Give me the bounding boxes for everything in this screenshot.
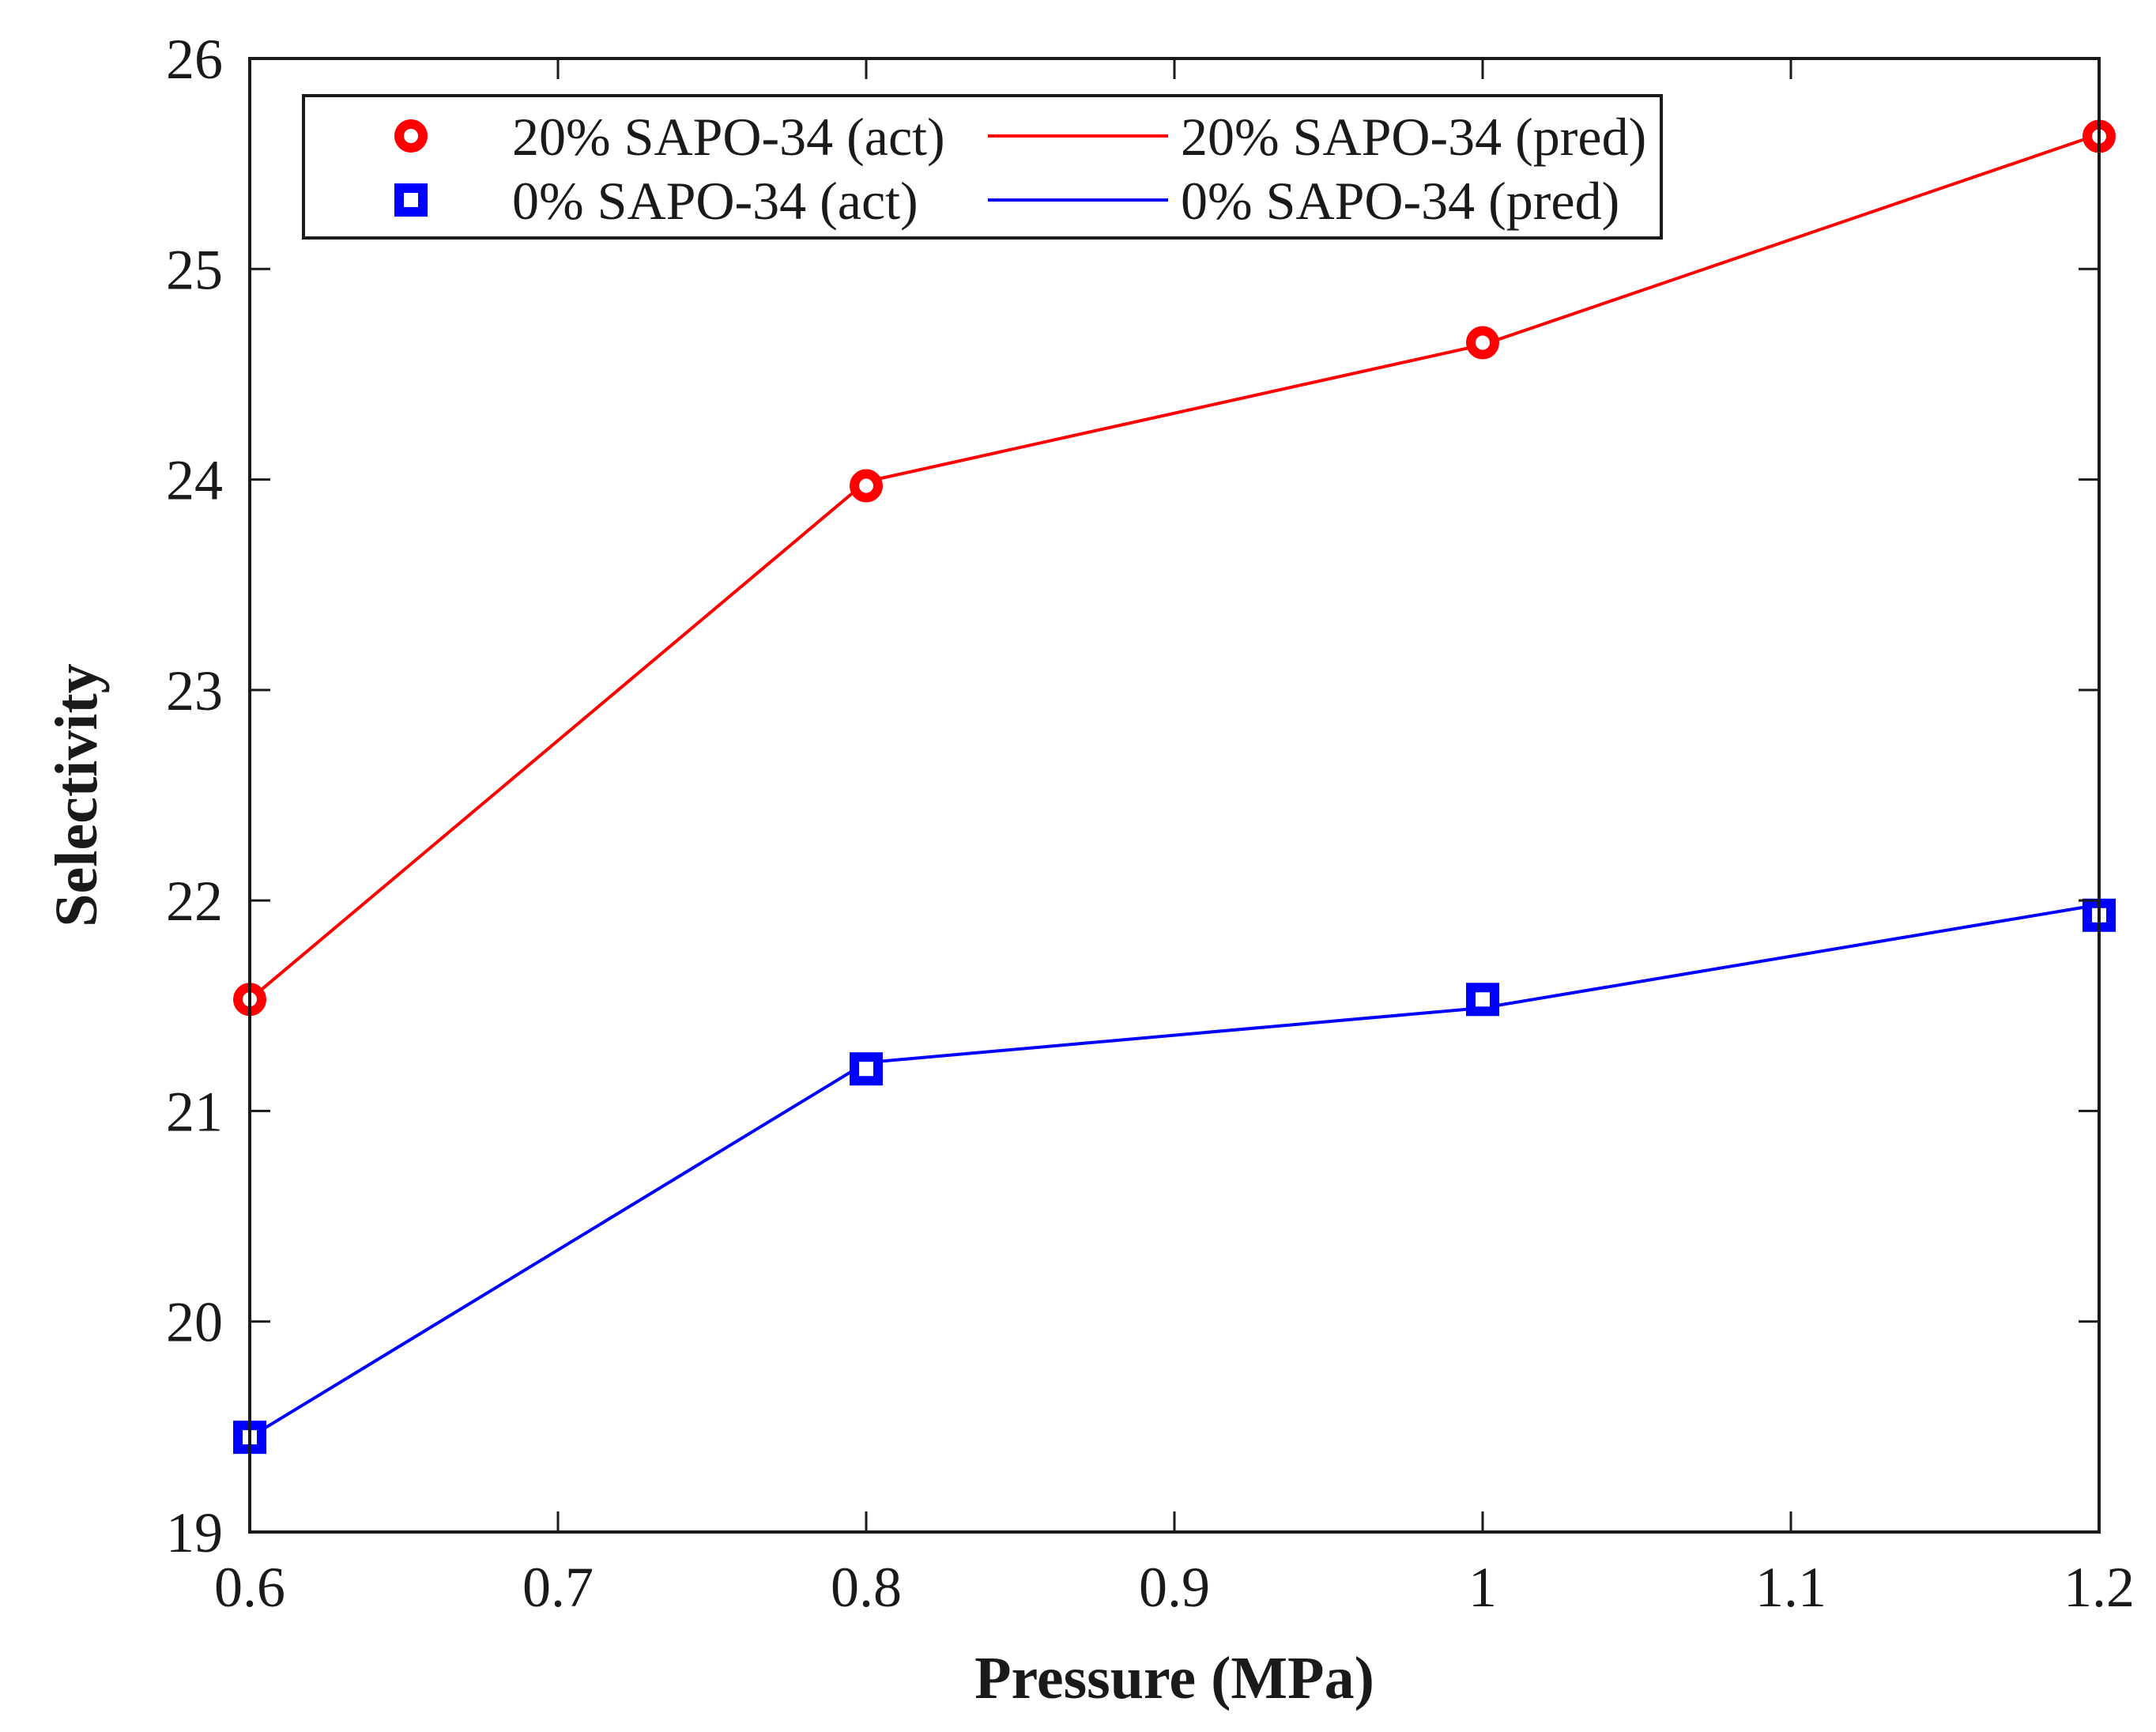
y-tick-label: 25: [166, 238, 223, 301]
x-tick-label: 1: [1468, 1556, 1497, 1619]
plot-frame: [248, 57, 2101, 1534]
axis-ticks: 0.6 0.7 0.8 0.9 1 1.1 1.2 19 20 21 22 23 24 25 26: [166, 28, 2135, 1619]
plot-marks: [233, 119, 2116, 1455]
y-tick-label: 26: [166, 28, 223, 91]
legend: 20% SAPO-34 (act) 20% SAPO-34 (pred)0% SA…: [302, 94, 1663, 240]
y-tick-label: 19: [166, 1501, 223, 1564]
x-tick-label: 1.1: [1755, 1556, 1826, 1619]
y-axis-title: Selectivity: [43, 663, 110, 926]
y-tick-label: 23: [166, 659, 223, 723]
x-tick-label: 0.6: [214, 1556, 285, 1619]
legend-label: 0% SAPO-34 (act): [512, 171, 918, 231]
x-axis-title: Pressure (MPa): [974, 1645, 1374, 1711]
data-point: [1466, 326, 1499, 360]
legend-marker: [394, 119, 428, 153]
legend-label: 20% SAPO-34 (pred): [1181, 107, 1646, 167]
series-line: [248, 903, 2100, 1439]
data-point: [850, 1052, 883, 1086]
y-tick-label: 24: [166, 449, 223, 512]
data-point: [1466, 983, 1499, 1017]
series-line: [248, 132, 2100, 1001]
x-tick-label: 1.2: [2064, 1556, 2135, 1619]
x-tick-label: 0.9: [1139, 1556, 1210, 1619]
data-point: [850, 469, 883, 503]
y-tick-label: 20: [166, 1291, 223, 1354]
legend-box: [302, 94, 1663, 240]
y-tick-label: 22: [166, 870, 223, 933]
legend-marker: [394, 183, 428, 217]
legend-label: 20% SAPO-34 (act): [512, 107, 945, 167]
legend-label: 0% SAPO-34 (pred): [1181, 171, 1619, 231]
x-tick-label: 0.8: [831, 1556, 902, 1619]
x-tick-label: 0.7: [522, 1556, 594, 1619]
y-tick-label: 21: [166, 1080, 223, 1143]
